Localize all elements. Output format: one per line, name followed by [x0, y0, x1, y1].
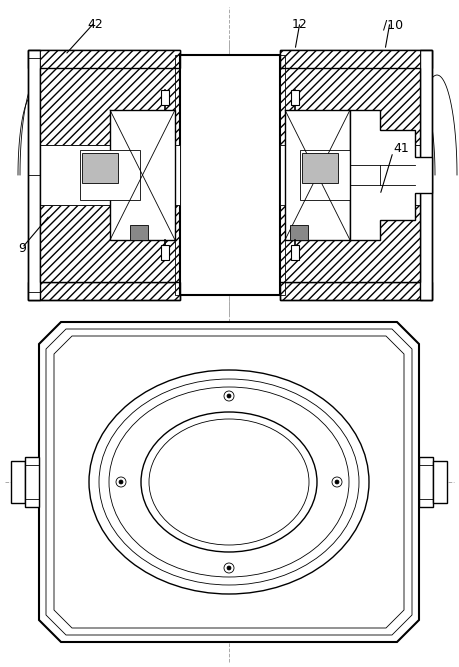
Polygon shape: [302, 153, 338, 183]
Text: 9: 9: [18, 241, 26, 255]
Bar: [161, 90, 169, 105]
Bar: [25, 457, 39, 507]
Ellipse shape: [109, 387, 349, 577]
Bar: [280, 50, 432, 68]
Bar: [180, 55, 280, 295]
Bar: [433, 461, 447, 503]
Bar: [280, 50, 420, 145]
Circle shape: [119, 480, 123, 484]
Text: 42: 42: [87, 18, 103, 31]
Bar: [291, 245, 299, 260]
Bar: [419, 457, 433, 507]
Bar: [130, 225, 148, 240]
Text: 41: 41: [393, 141, 409, 155]
Bar: [420, 50, 432, 300]
Circle shape: [227, 566, 231, 570]
Bar: [280, 205, 420, 282]
Bar: [280, 282, 432, 300]
Circle shape: [335, 480, 339, 484]
Bar: [28, 50, 180, 68]
Bar: [161, 245, 169, 260]
Bar: [80, 150, 140, 200]
Circle shape: [224, 391, 234, 401]
Bar: [110, 110, 175, 240]
Polygon shape: [54, 336, 404, 628]
Bar: [291, 90, 299, 105]
Polygon shape: [46, 329, 412, 635]
Circle shape: [227, 394, 231, 398]
Ellipse shape: [149, 419, 309, 545]
Bar: [28, 50, 40, 300]
Ellipse shape: [141, 412, 317, 552]
Text: 12: 12: [292, 18, 308, 31]
Circle shape: [116, 477, 126, 487]
Bar: [290, 225, 308, 240]
Circle shape: [332, 477, 342, 487]
Bar: [40, 145, 180, 205]
Text: /10: /10: [383, 18, 403, 31]
Bar: [40, 205, 180, 282]
Polygon shape: [82, 153, 118, 183]
Circle shape: [224, 563, 234, 573]
Bar: [40, 50, 180, 145]
Bar: [300, 150, 360, 200]
Bar: [280, 55, 285, 295]
Bar: [280, 145, 420, 205]
Bar: [28, 282, 180, 300]
Bar: [175, 55, 180, 295]
Ellipse shape: [89, 370, 369, 594]
Ellipse shape: [99, 379, 359, 585]
Polygon shape: [350, 110, 432, 240]
Polygon shape: [39, 322, 419, 642]
Bar: [11, 461, 25, 503]
Bar: [285, 110, 350, 240]
